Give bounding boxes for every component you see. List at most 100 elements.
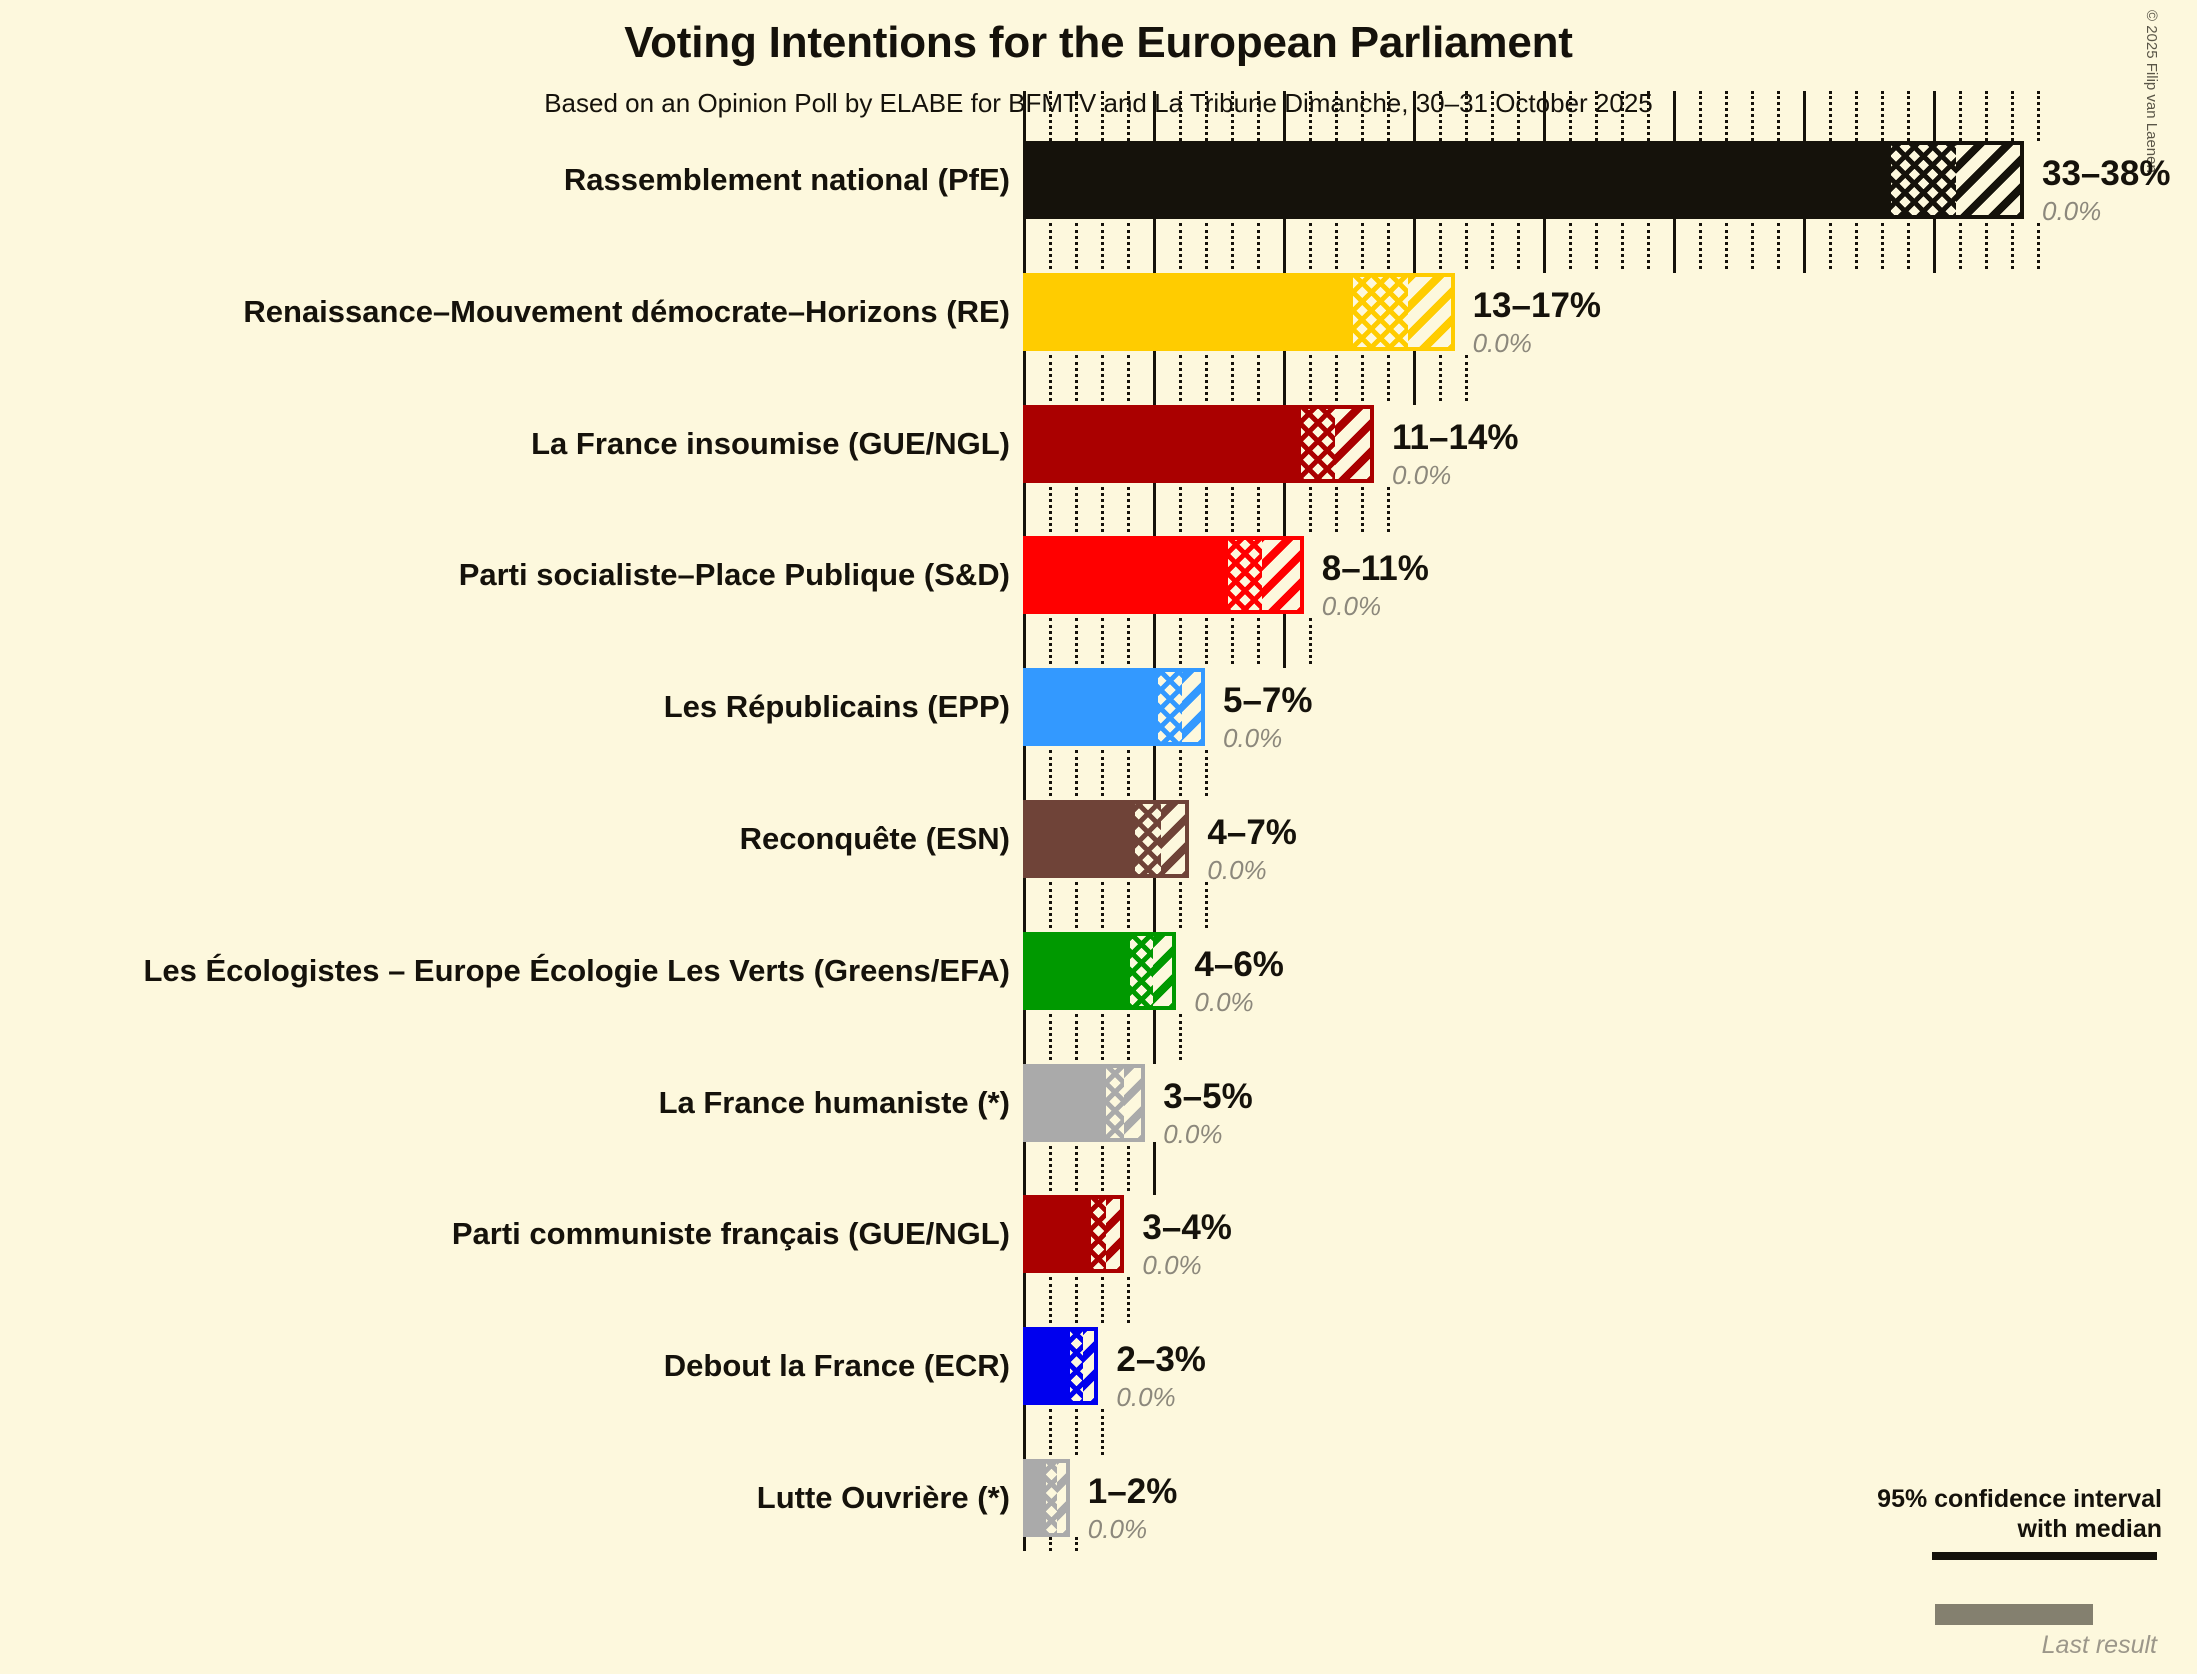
gridline-band	[0, 1141, 2197, 1196]
legend-last-result-label: Last result	[2041, 1631, 2157, 1659]
bar-range-label: 3–5%	[1163, 1076, 1253, 1116]
category-label: Renaissance–Mouvement démocrate–Horizons…	[243, 293, 1010, 329]
confidence-interval-bar	[1023, 404, 1374, 483]
bar-last-result-label: 0.0%	[1207, 855, 1267, 885]
bar-diagonal-segment	[1956, 141, 2024, 219]
gridline-minor	[2011, 91, 2014, 141]
category-label: La France humaniste (*)	[658, 1084, 1010, 1120]
gridline-minor	[1101, 1145, 1104, 1192]
bar-diagonal-segment	[1106, 1195, 1125, 1274]
category-label: La France insoumise (GUE/NGL)	[531, 425, 1010, 461]
gridline-minor	[1127, 618, 1130, 665]
bar-range-label: 2–3%	[1116, 1340, 1206, 1380]
gridline-band	[0, 219, 2197, 273]
gridline-minor	[1075, 618, 1078, 665]
gridline-minor	[1517, 223, 1520, 269]
gridline-minor	[1231, 223, 1234, 269]
gridline-major	[1153, 878, 1156, 932]
category-label: Rassemblement national (PfE)	[563, 162, 1010, 197]
gridline-minor	[1959, 91, 1962, 141]
gridline-major	[1153, 482, 1156, 537]
bar-crosshatch-segment	[1046, 1459, 1057, 1537]
bar-outline	[1023, 1459, 1070, 1537]
gridline-minor	[1257, 618, 1260, 665]
gridline-minor	[1075, 1409, 1078, 1455]
gridline-minor	[1049, 882, 1052, 928]
gridline-minor	[1179, 223, 1182, 269]
gridline-minor	[1855, 223, 1858, 269]
gridline-major	[1023, 219, 1026, 273]
gridline-minor	[1075, 1013, 1078, 1060]
bar-diagonal-segment	[1335, 404, 1374, 483]
bar-range-label: 1–2%	[1087, 1472, 1178, 1511]
gridline-minor	[1465, 223, 1468, 269]
gridline-minor	[2037, 91, 2040, 141]
gridline-minor	[1179, 750, 1182, 796]
gridline-band	[0, 878, 2197, 932]
bar-crosshatch-segment	[1891, 141, 1957, 219]
bar-range-label: 13–17%	[1472, 285, 1602, 325]
gridline-minor	[1205, 91, 1208, 141]
gridline-minor	[1725, 91, 1728, 141]
gridline-major	[1283, 482, 1286, 537]
gridline-minor	[1231, 354, 1234, 401]
bar-range-label: 33–38%	[2042, 154, 2171, 193]
gridline-minor	[1179, 618, 1182, 665]
bar-outline	[1023, 536, 1304, 615]
gridline-major	[1413, 350, 1416, 405]
legend-sample-bar	[1932, 1552, 2157, 1604]
gridline-minor	[1777, 91, 1780, 141]
gridline-minor	[1127, 91, 1130, 141]
gridline-minor	[1335, 354, 1338, 401]
bar-crosshatch-segment	[1353, 272, 1408, 351]
legend-title: 95% confidence interval with median	[1877, 1485, 2162, 1544]
confidence-interval-bar	[1023, 536, 1304, 615]
gridline-minor	[1361, 354, 1364, 401]
gridline-minor	[1387, 91, 1390, 141]
gridline-minor	[1309, 223, 1312, 269]
gridline-minor	[1049, 91, 1052, 141]
gridline-minor	[1075, 91, 1078, 141]
gridline-minor	[1257, 91, 1260, 141]
gridline-minor	[1127, 223, 1130, 269]
gridline-minor	[1699, 223, 1702, 269]
gridline-minor	[1049, 354, 1052, 401]
gridline-minor	[1335, 223, 1338, 269]
gridline-minor	[1205, 486, 1208, 533]
gridline-minor	[1751, 91, 1754, 141]
gridline-major	[1803, 219, 1806, 273]
gridline-minor	[1101, 750, 1104, 796]
gridline-minor	[1621, 91, 1624, 141]
gridline-major	[1673, 91, 1676, 141]
gridline-minor	[1387, 223, 1390, 269]
gridline-minor	[1309, 354, 1312, 401]
bar-last-result-label: 0.0%	[1194, 986, 1254, 1017]
bar-crosshatch-segment	[1301, 404, 1335, 483]
gridline-minor	[1127, 486, 1130, 533]
gridline-minor	[1049, 1277, 1052, 1324]
gridline-minor	[1959, 223, 1962, 269]
gridline-band	[0, 1537, 2197, 1551]
gridline-minor	[1127, 354, 1130, 401]
legend-bar-outline	[1932, 1552, 2157, 1560]
bar-last-result-label: 0.0%	[2042, 196, 2102, 226]
gridline-major	[1673, 219, 1676, 273]
bar-crosshatch-segment	[1129, 931, 1153, 1010]
gridline-major	[1283, 219, 1286, 273]
bar-range-label: 8–11%	[1321, 549, 1429, 589]
category-label: Parti communiste français (GUE/NGL)	[451, 1216, 1010, 1252]
gridline-minor	[1049, 1409, 1052, 1455]
gridline-major	[1543, 219, 1546, 273]
gridline-major	[1283, 91, 1286, 141]
gridline-major	[1023, 1537, 1026, 1551]
gridline-minor	[1439, 354, 1442, 401]
chart-title: Voting Intentions for the European Parli…	[624, 18, 1573, 67]
gridline-minor	[1881, 91, 1884, 141]
gridline-major	[1153, 219, 1156, 273]
gridline-major	[1153, 350, 1156, 405]
gridline-minor	[1257, 223, 1260, 269]
gridline-minor	[1361, 91, 1364, 141]
gridline-major	[1283, 350, 1286, 405]
gridline-major	[1153, 1009, 1156, 1064]
gridline-minor	[1049, 223, 1052, 269]
